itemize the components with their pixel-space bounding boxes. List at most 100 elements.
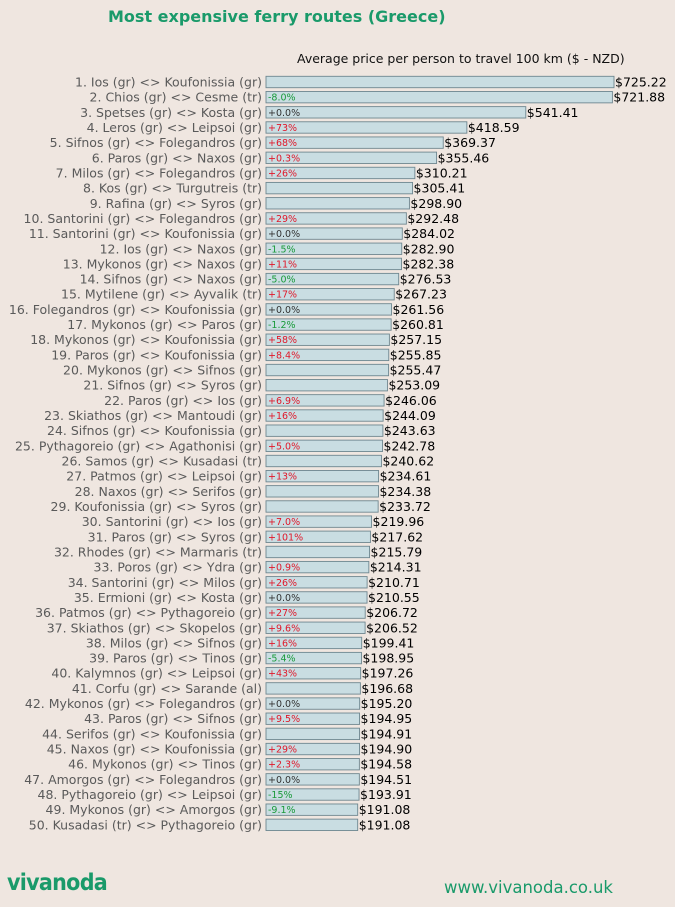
value-label: $233.72 <box>379 499 431 514</box>
value-label: $210.71 <box>368 575 420 590</box>
bar <box>265 606 366 619</box>
change-label: +8.4% <box>268 350 300 361</box>
value-label: $195.20 <box>361 696 413 711</box>
vivanoda-logo[interactable]: vivanoda <box>7 870 108 896</box>
bar <box>265 742 360 756</box>
category-label: 3. Spetses (gr) <> Kosta (gr) <box>80 105 262 120</box>
value-label: $305.41 <box>414 181 466 196</box>
bar <box>265 151 438 164</box>
bar <box>265 560 370 574</box>
bar <box>265 576 368 589</box>
value-label: $206.52 <box>366 620 418 635</box>
value-label: $725.22 <box>615 75 667 90</box>
change-label: +0.9% <box>268 563 300 574</box>
bar <box>265 91 613 104</box>
bar <box>265 591 368 604</box>
category-label: 43. Paros (gr) <> Sifnos (gr) <box>84 711 262 726</box>
category-label: 16. Folegandros (gr) <> Koufonissia (gr) <box>9 302 262 317</box>
category-label: 4. Leros (gr) <> Leipsoi (gr) <box>87 120 262 135</box>
change-label: +29% <box>268 214 297 225</box>
value-label: $355.46 <box>438 150 490 165</box>
bar <box>265 545 371 559</box>
value-label: $219.96 <box>373 514 425 529</box>
category-label: 30. Santorini (gr) <> Ios (gr) <box>82 514 262 529</box>
value-label: $282.90 <box>403 241 455 256</box>
change-label: +5.0% <box>268 441 300 452</box>
value-label: $214.31 <box>370 560 422 575</box>
chart-title: Most expensive ferry routes (Greece) <box>108 7 446 26</box>
value-label: $196.68 <box>361 681 413 696</box>
category-label: 28. Naxos (gr) <> Serifos (gr) <box>75 484 262 499</box>
value-label: $282.38 <box>403 256 455 271</box>
value-label: $194.90 <box>361 742 413 757</box>
value-label: $206.72 <box>366 605 418 620</box>
value-label: $193.91 <box>360 787 412 802</box>
category-label: 48. Pythagoreio (gr) <> Leipsoi (gr) <box>38 787 263 802</box>
change-label: -1.2% <box>268 320 296 331</box>
category-label: 17. Mykonos (gr) <> Paros (gr) <box>67 317 262 332</box>
value-label: $197.26 <box>362 666 414 681</box>
value-label: $194.58 <box>360 757 412 772</box>
category-label: 49. Mykonos (gr) <> Amorgos (gr) <box>46 802 262 817</box>
category-label: 18. Mykonos (gr) <> Koufonissia (gr) <box>30 332 262 347</box>
category-label: 39. Paros (gr) <> Tinos (gr) <box>89 651 262 666</box>
category-label: 7. Milos (gr) <> Folegandros (gr) <box>56 165 262 180</box>
value-label: $292.48 <box>407 211 459 226</box>
bar <box>265 121 468 134</box>
value-label: $257.15 <box>390 332 442 347</box>
bar <box>265 257 402 271</box>
value-label: $194.51 <box>360 772 412 787</box>
change-label: +43% <box>268 669 297 680</box>
change-label: +9.5% <box>268 714 300 725</box>
category-label: 2. Chios (gr) <> Cesme (tr) <box>90 90 262 105</box>
change-label: -9.1% <box>268 805 296 816</box>
category-label: 41. Corfu (gr) <> Sarande (al) <box>72 681 262 696</box>
bar <box>265 758 360 771</box>
bar <box>265 818 359 831</box>
change-label: +2.3% <box>268 760 300 771</box>
category-label: 35. Ermioni (gr) <> Kosta (gr) <box>74 590 262 605</box>
change-label: +26% <box>268 578 297 589</box>
category-label: 20. Mykonos (gr) <> Sifnos (gr) <box>63 363 262 378</box>
website-link[interactable]: www.vivanoda.co.uk <box>444 878 613 897</box>
change-label: +0.3% <box>268 153 300 164</box>
bar <box>265 424 384 437</box>
change-label: -8.0% <box>268 93 296 104</box>
bar <box>265 621 366 634</box>
value-label: $284.02 <box>403 226 455 241</box>
bar <box>265 500 379 513</box>
category-label: 6. Paros (gr) <> Naxos (gr) <box>92 150 262 165</box>
value-label: $243.63 <box>384 423 436 438</box>
bar <box>265 136 444 149</box>
bar <box>265 530 371 543</box>
category-label: 50. Kusadasi (tr) <> Pythagoreio (gr) <box>29 817 262 832</box>
change-label: +0.0% <box>268 229 300 240</box>
change-label: -15% <box>268 790 293 801</box>
value-label: $255.85 <box>390 347 442 362</box>
bar <box>265 303 392 316</box>
bar <box>265 409 384 422</box>
change-label: +73% <box>268 123 297 134</box>
bar <box>265 788 360 801</box>
category-label: 15. Mytilene (gr) <> Ayvalik (tr) <box>61 287 262 302</box>
bar <box>265 227 403 240</box>
category-label: 8. Kos (gr) <> Turgutreis (tr) <box>83 181 262 196</box>
bar <box>265 515 373 528</box>
category-label: 34. Santorini (gr) <> Milos (gr) <box>68 575 262 590</box>
category-label: 14. Sifnos (gr) <> Naxos (gr) <box>80 272 262 287</box>
category-label: 40. Kalymnos (gr) <> Leipsoi (gr) <box>51 666 262 681</box>
change-label: +0.0% <box>268 775 300 786</box>
bar <box>265 212 407 225</box>
bar <box>265 242 403 255</box>
bar <box>265 712 361 725</box>
category-label: 12. Ios (gr) <> Naxos (gr) <box>100 241 262 256</box>
value-label: $215.79 <box>371 544 423 559</box>
value-label: $191.08 <box>359 817 411 832</box>
value-label: $244.09 <box>384 408 436 423</box>
change-label: +68% <box>268 138 297 149</box>
bar <box>265 333 390 346</box>
change-label: +9.6% <box>268 623 300 634</box>
category-label: 45. Naxos (gr) <> Koufonissia (gr) <box>47 742 262 757</box>
category-label: 36. Patmos (gr) <> Pythagoreio (gr) <box>35 605 262 620</box>
